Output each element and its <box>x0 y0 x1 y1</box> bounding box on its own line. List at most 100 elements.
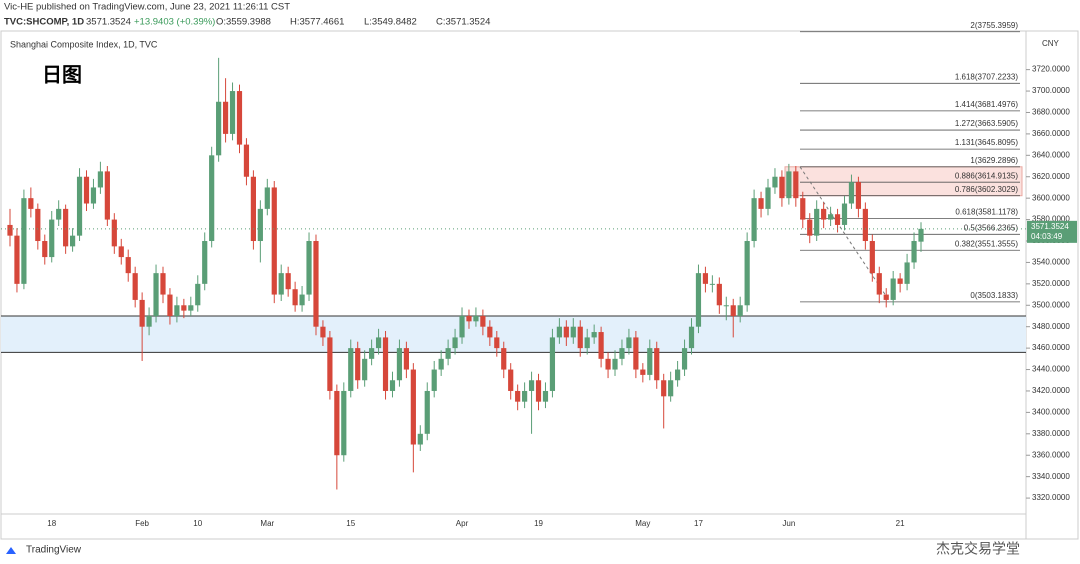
candle-body <box>911 241 917 263</box>
y-tick-label: 3380.0000 <box>1032 429 1070 438</box>
candle-body <box>730 305 736 316</box>
y-tick-label: 3700.0000 <box>1032 86 1070 95</box>
candle-body <box>271 187 277 295</box>
candle-body <box>97 171 104 188</box>
fib-label: 2(3755.3959) <box>970 21 1018 30</box>
y-tick-label: 3500.0000 <box>1032 300 1070 309</box>
candle-body <box>542 390 549 402</box>
candle-body <box>480 315 486 327</box>
candle-body <box>661 380 667 397</box>
last-price-label: 3571.3524 <box>1031 222 1069 231</box>
candle-body <box>688 326 695 349</box>
y-tick-label: 3520.0000 <box>1032 279 1070 288</box>
candle-body <box>695 273 702 327</box>
y-tick-label: 3460.0000 <box>1032 343 1070 352</box>
candle-body <box>132 273 138 300</box>
candle-body <box>334 390 340 456</box>
candle-body <box>35 208 41 242</box>
candle-body <box>389 380 396 391</box>
fib-label: 0.886(3614.9135) <box>955 171 1019 180</box>
candle-body <box>556 326 562 338</box>
candle-body <box>522 390 528 402</box>
candle-body <box>675 369 681 381</box>
candle-body <box>821 208 827 220</box>
candle-body <box>494 337 500 349</box>
y-tick-label: 3420.0000 <box>1032 386 1070 395</box>
candle-body <box>104 171 110 220</box>
candle-body <box>598 332 604 359</box>
y-tick-label: 3340.0000 <box>1032 472 1070 481</box>
candle-body <box>737 305 743 316</box>
fib-label: 1.414(3681.4976) <box>955 100 1019 109</box>
candle-body <box>292 289 298 306</box>
watermark: 杰克交易学堂 <box>936 541 1020 557</box>
x-tick-label: 10 <box>193 519 202 528</box>
x-tick-label: 21 <box>896 519 905 528</box>
currency: CNY <box>1042 39 1060 48</box>
candle-body <box>841 203 848 225</box>
candle-body <box>21 198 27 284</box>
candle-body <box>814 208 820 236</box>
candle-body <box>222 101 229 134</box>
candle-body <box>341 390 347 456</box>
candle-body <box>535 380 542 402</box>
candle-body <box>570 326 576 338</box>
byline: Vic-HE published on TradingView.com, Jun… <box>4 2 290 13</box>
candle-body <box>209 155 215 242</box>
candle-body <box>862 208 868 242</box>
candle-body <box>918 228 924 242</box>
candle-body <box>83 176 90 204</box>
candle-body <box>299 294 305 306</box>
x-tick-label: 19 <box>534 519 543 528</box>
x-tick-label: 17 <box>694 519 703 528</box>
candle-body <box>716 283 722 306</box>
candle-body <box>681 348 688 370</box>
candle-body <box>431 369 437 391</box>
candle-body <box>584 337 590 349</box>
candle-body <box>473 315 479 322</box>
countdown: 04:03:49 <box>1031 232 1063 241</box>
candle-body <box>236 91 243 145</box>
candle-body <box>14 235 20 284</box>
candle-body <box>63 208 69 247</box>
y-tick-label: 3660.0000 <box>1032 129 1070 138</box>
y-tick-label: 3720.0000 <box>1032 65 1070 74</box>
candle-body <box>640 369 646 375</box>
candles <box>7 57 924 490</box>
candle-body <box>320 326 326 338</box>
candle-body <box>549 337 556 391</box>
candle-body <box>501 348 507 370</box>
candle-body <box>744 241 750 306</box>
candle-body <box>563 326 569 338</box>
x-tick-label: Jun <box>782 519 795 528</box>
y-tick-label: 3540.0000 <box>1032 258 1070 267</box>
candle-body <box>487 326 493 338</box>
last: 3571.3524 <box>86 17 131 28</box>
candle-body <box>619 348 625 359</box>
candle-body <box>834 214 841 225</box>
footer: TradingView <box>26 545 82 556</box>
candle-body <box>626 337 632 349</box>
candle-body <box>56 208 62 220</box>
candle-body <box>786 171 792 199</box>
candle-body <box>612 358 618 370</box>
candle-body <box>264 187 270 209</box>
candle-body <box>417 433 423 445</box>
candle-body <box>848 182 855 204</box>
candle-body <box>403 348 409 370</box>
y-tick-label: 3440.0000 <box>1032 365 1070 374</box>
x-tick-label: Feb <box>135 519 149 528</box>
candle-body <box>362 358 368 381</box>
candle-body <box>668 380 674 397</box>
tv-logo <box>6 547 16 554</box>
fib-label: 0.382(3551.3555) <box>955 239 1019 248</box>
symbol: TVC:SHCOMP, 1D <box>4 17 84 28</box>
candle-body <box>591 332 597 338</box>
ohlc-open: O:3559.3988 <box>216 17 271 28</box>
candle-body <box>250 176 256 242</box>
candle-body <box>139 299 145 327</box>
fib-label: 1(3629.2896) <box>970 156 1018 165</box>
annotation: 日图 <box>42 63 82 86</box>
fib-label: 0(3503.1833) <box>970 291 1018 300</box>
candle-body <box>751 198 757 242</box>
